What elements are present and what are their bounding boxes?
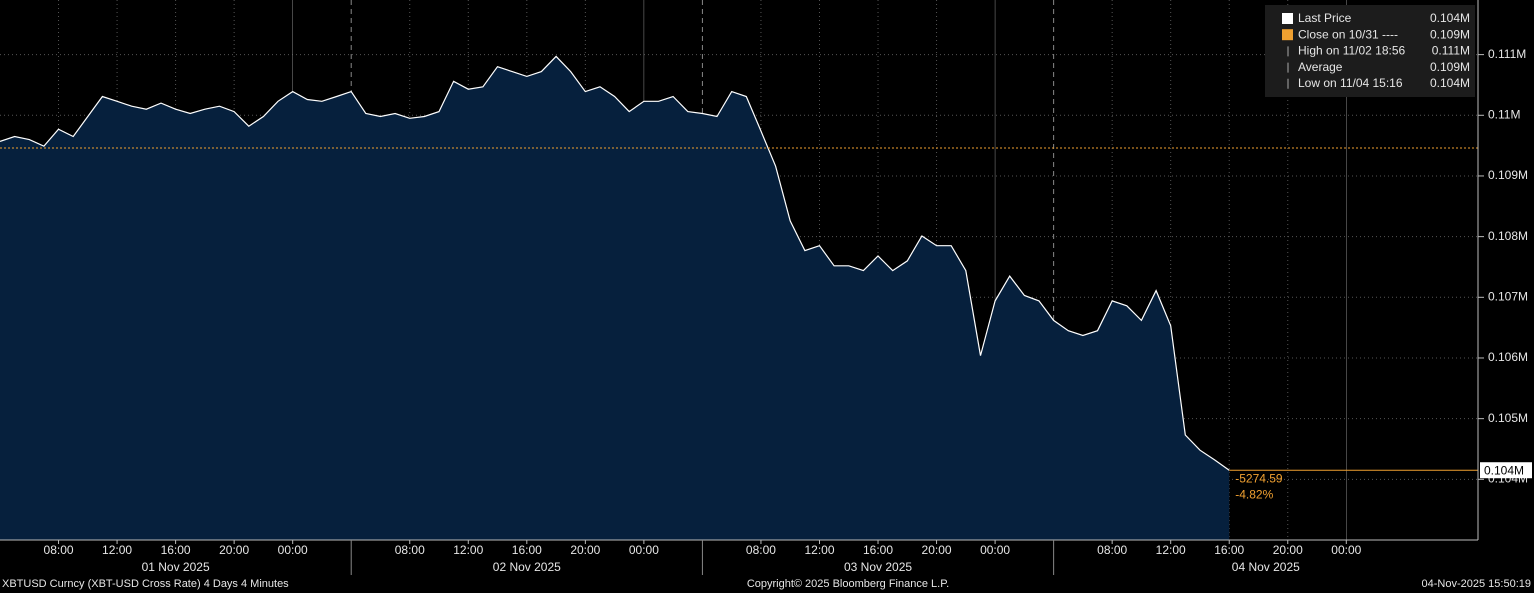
y-tick-label: 0.11M — [1488, 107, 1520, 121]
x-tick-label: 20:00 — [1273, 543, 1303, 557]
x-tick-label: 12:00 — [1156, 543, 1186, 557]
x-tick-label: 16:00 — [512, 543, 542, 557]
legend-box — [1265, 5, 1475, 97]
date-label: 03 Nov 2025 — [844, 560, 912, 574]
y-tick-label: 0.105M — [1488, 411, 1528, 425]
legend-swatch — [1282, 29, 1293, 41]
footer-right: 04-Nov-2025 15:50:19 — [1422, 578, 1531, 590]
last-price-label: 0.104M — [1484, 463, 1524, 477]
x-tick-label: 00:00 — [629, 543, 659, 557]
x-tick-label: 12:00 — [804, 543, 834, 557]
legend-label: Low on 11/04 15:16 — [1298, 76, 1403, 90]
x-tick-label: 08:00 — [746, 543, 776, 557]
x-tick-label: 08:00 — [44, 543, 74, 557]
x-tick-label: 16:00 — [1214, 543, 1244, 557]
legend-value: 0.109M — [1430, 27, 1470, 41]
legend-value: 0.104M — [1430, 76, 1470, 90]
x-tick-label: 08:00 — [1097, 543, 1127, 557]
x-tick-label: 12:00 — [102, 543, 132, 557]
legend-label: Last Price — [1298, 11, 1352, 25]
x-tick-label: 16:00 — [863, 543, 893, 557]
legend-swatch — [1282, 13, 1293, 24]
y-tick-label: 0.107M — [1488, 289, 1528, 303]
x-tick-label: 00:00 — [278, 543, 308, 557]
axes: 0.104M 0.105M 0.106M 0.107M 0.108M 0.109M 0.11… — [44, 47, 1532, 575]
x-tick-label: 00:00 — [980, 543, 1010, 557]
legend-label: Close on 10/31 ---- — [1298, 27, 1398, 41]
y-tick-label: 0.111M — [1488, 47, 1526, 61]
x-tick-label: 00:00 — [1331, 543, 1361, 557]
legend-label: Average — [1298, 60, 1343, 74]
price-line — [0, 55, 1230, 471]
x-tick-label: 20:00 — [922, 543, 952, 557]
date-label: 02 Nov 2025 — [493, 560, 561, 574]
date-label: 01 Nov 2025 — [142, 560, 210, 574]
footer-center: Copyright© 2025 Bloomberg Finance L.P. — [747, 578, 949, 590]
x-tick-label: 16:00 — [161, 543, 191, 557]
area — [0, 56, 1230, 541]
y-tick-label: 0.109M — [1488, 168, 1528, 182]
y-tick-label: 0.108M — [1488, 229, 1528, 243]
x-tick-label: 20:00 — [570, 543, 600, 557]
legend-value: 0.109M — [1430, 60, 1470, 74]
legend-label: High on 11/02 18:56 — [1298, 44, 1406, 58]
footer-left: XBTUSD Curncy (XBT-USD Cross Rate) 4 Day… — [2, 578, 289, 590]
change-label: -4.82% — [1235, 487, 1273, 501]
last-price-tag — [1480, 462, 1532, 479]
plot: -5274.59 -4.82% — [0, 55, 1478, 541]
legend: Last Price 0.104M Close on 10/31 ---- 0.109… — [1282, 11, 1470, 90]
x-tick-label: 12:00 — [453, 543, 483, 557]
date-label: 04 Nov 2025 — [1232, 560, 1300, 574]
y-tick-label: 0.106M — [1488, 350, 1528, 364]
legend-value: 0.111M — [1432, 44, 1470, 58]
x-tick-label: 20:00 — [219, 543, 249, 557]
legend-value: 0.104M — [1430, 11, 1470, 25]
x-tick-label: 08:00 — [395, 543, 425, 557]
change-label: -5274.59 — [1235, 471, 1283, 485]
